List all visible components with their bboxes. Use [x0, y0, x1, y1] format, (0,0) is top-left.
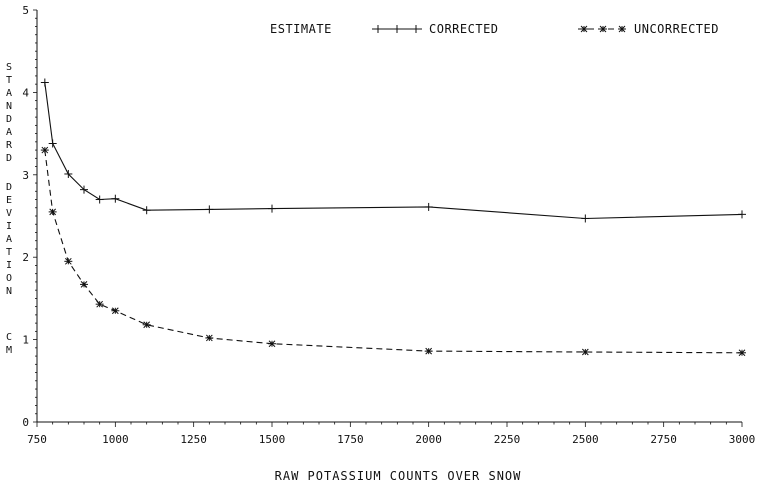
data-point-corrected	[95, 195, 104, 204]
y-tick-label: 0	[22, 416, 29, 429]
x-tick-label: 1500	[259, 433, 286, 446]
series-line-corrected	[44, 82, 743, 220]
data-point-corrected	[581, 214, 590, 223]
series-uncorrected	[40, 146, 746, 357]
y-axis-ticks: 0 1 2 3 4 5	[22, 4, 37, 429]
data-point-corrected	[738, 210, 746, 219]
data-point-uncorrected	[268, 340, 276, 348]
data-point-uncorrected	[581, 348, 590, 356]
legend-marker-corrected	[393, 25, 401, 33]
data-point-corrected	[48, 139, 57, 148]
x-tick-label: 2500	[572, 433, 599, 446]
legend-marker-uncorrected	[580, 25, 588, 33]
x-tick-label: 2750	[650, 433, 677, 446]
y-tick-label: 1	[22, 334, 29, 347]
x-tick-label: 3000	[729, 433, 756, 446]
y-tick-label: 2	[22, 251, 29, 264]
data-point-uncorrected	[205, 334, 214, 342]
x-tick-label: 1750	[337, 433, 364, 446]
series-group	[40, 78, 746, 357]
series-line-uncorrected	[44, 150, 743, 354]
data-point-corrected	[80, 185, 88, 194]
data-point-uncorrected	[95, 300, 104, 308]
legend-marker-uncorrected	[599, 25, 607, 33]
x-tick-label: 1000	[102, 433, 129, 446]
y-tick-label: 4	[22, 86, 29, 99]
legend-marker-corrected	[412, 25, 420, 33]
data-point-corrected	[111, 194, 120, 203]
data-point-uncorrected	[111, 307, 120, 315]
x-tick-label: 2250	[494, 433, 521, 446]
data-point-uncorrected	[48, 208, 57, 216]
data-point-uncorrected	[80, 281, 88, 288]
axes	[36, 10, 742, 423]
legend-entry-uncorrected	[578, 25, 628, 33]
data-point-corrected	[64, 169, 73, 178]
data-point-corrected	[40, 78, 49, 87]
data-point-corrected	[424, 202, 433, 211]
x-tick-label: 1250	[180, 433, 207, 446]
legend-entry-corrected	[372, 25, 422, 33]
y-axis-label: S T A N D A R D D E V I A T I O N C M	[6, 62, 13, 356]
legend-label-uncorrected: UNCORRECTED	[634, 22, 719, 36]
series-corrected	[40, 78, 746, 223]
legend-label-corrected: CORRECTED	[429, 22, 499, 36]
data-point-corrected	[205, 205, 214, 214]
data-point-uncorrected	[424, 347, 433, 355]
data-point-uncorrected	[142, 321, 151, 329]
data-point-corrected	[142, 206, 151, 215]
data-point-corrected	[268, 204, 276, 213]
x-tick-label: 750	[27, 433, 47, 446]
x-axis-label: RAW POTASSIUM COUNTS OVER SNOW	[275, 469, 522, 483]
x-axis-ticks: 750 1000 1250 1500 1750 2000 2250 2500 2750 3000	[27, 422, 755, 446]
y-tick-label: 5	[22, 4, 29, 17]
data-point-uncorrected	[40, 146, 49, 154]
legend-marker-corrected	[374, 25, 382, 33]
data-point-uncorrected	[64, 257, 73, 265]
x-tick-label: 2000	[415, 433, 442, 446]
legend-heading: ESTIMATE	[270, 22, 332, 36]
legend-marker-uncorrected	[618, 25, 626, 33]
legend: ESTIMATE CORRECTED UNCORRECTED	[270, 22, 719, 36]
data-point-uncorrected	[738, 349, 746, 357]
y-tick-label: 3	[22, 169, 29, 182]
